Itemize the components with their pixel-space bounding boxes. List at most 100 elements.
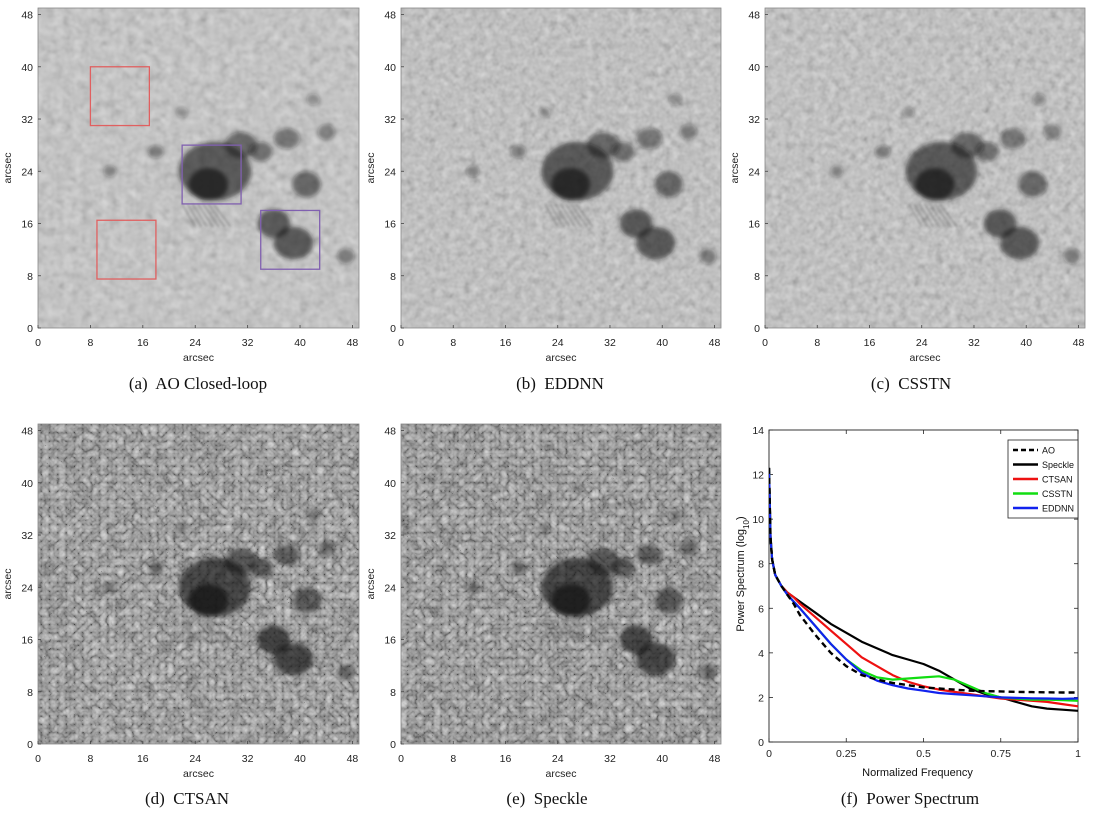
filament — [207, 619, 226, 644]
y-tick-label: 0 — [27, 739, 33, 751]
x-tick-label: 16 — [500, 337, 512, 349]
sunspot — [273, 642, 314, 676]
filament — [181, 619, 196, 644]
filament — [213, 203, 232, 228]
y-tick-label: 8 — [27, 271, 33, 283]
sunspot — [292, 587, 322, 614]
y-tick-label: 12 — [752, 470, 764, 482]
x-tick-label: 16 — [137, 753, 149, 765]
x-tick-label: 32 — [242, 753, 254, 765]
image-panel-e: 0 8 16 24 32 40 48 0 8 16 24 32 40 48 arcsec arcsec — [365, 423, 722, 780]
series-lines — [769, 467, 1078, 712]
panel-frame — [400, 7, 722, 329]
y-tick-label: 40 — [21, 62, 33, 74]
filament — [575, 203, 594, 228]
filament — [913, 203, 929, 228]
sunspot — [317, 540, 335, 556]
y-tick-label: 8 — [390, 687, 396, 699]
y-tick-label: 0 — [390, 739, 396, 751]
filament — [186, 619, 202, 644]
sunspot — [337, 248, 355, 264]
filament — [570, 619, 588, 644]
y-tick-label: 24 — [384, 166, 396, 178]
y-tick-label: 48 — [748, 10, 760, 22]
x-tick-label: 8 — [87, 337, 93, 349]
x-tick-label: 8 — [87, 753, 93, 765]
sunspot — [103, 165, 117, 178]
roi-box-red — [96, 219, 157, 280]
legend-label-eddnn: EDDNN — [1042, 504, 1074, 514]
y-axis-label: arcsec — [365, 569, 377, 600]
sunspot-group — [103, 93, 355, 264]
sunspot — [636, 226, 676, 260]
y-tick-label: 16 — [21, 219, 33, 231]
sunspot-group — [466, 509, 717, 680]
y-tick-label: 32 — [384, 530, 396, 542]
x-tick-label: 32 — [968, 337, 980, 349]
y-tick-label: 40 — [384, 62, 396, 74]
sunspot — [1063, 248, 1081, 264]
x-tick-label: 40 — [294, 337, 306, 349]
panel-frame — [37, 7, 360, 329]
sunspot — [679, 124, 697, 140]
y-axis-label: Power Spectrum (log10) — [735, 516, 751, 631]
image-panel-c: 0 8 16 24 32 40 48 0 8 16 24 32 40 48 arcsec arcsec — [729, 7, 1086, 364]
panel-frame — [37, 423, 360, 745]
x-axis-label: arcsec — [183, 768, 214, 780]
sunspot — [611, 557, 635, 578]
sunspot — [668, 93, 682, 106]
legend-label-speckle: Speckle — [1042, 460, 1074, 470]
x-tick-label: 0 — [35, 337, 41, 349]
y-tick-label: 10 — [752, 514, 764, 526]
y-tick-label: 40 — [384, 478, 396, 490]
sunspot — [1032, 93, 1046, 106]
legend-label-ctsan: CTSAN — [1042, 475, 1073, 485]
sunspot — [148, 561, 164, 575]
x-axis-label: arcsec — [183, 352, 214, 364]
series-line-ao — [769, 467, 1078, 694]
y-tick-label: 0 — [758, 737, 764, 749]
x-tick-label: 24 — [552, 753, 564, 765]
x-tick-label: 40 — [656, 753, 668, 765]
sunspot — [306, 93, 320, 106]
x-axis-label: arcsec — [546, 768, 577, 780]
sunspot — [668, 509, 682, 522]
sunspot — [317, 124, 335, 140]
x-tick-label: 0.5 — [916, 748, 931, 760]
y-axis-label: arcsec — [365, 153, 377, 184]
filament — [207, 203, 226, 228]
filament — [549, 203, 565, 228]
filament — [554, 619, 571, 644]
sunspot — [654, 587, 684, 614]
x-tick-label: 48 — [709, 753, 721, 765]
sunspot — [538, 523, 551, 534]
y-axis-label: arcsec — [729, 153, 741, 184]
x-tick-label: 32 — [604, 753, 616, 765]
sunspot — [337, 664, 355, 680]
filament — [559, 203, 576, 228]
filament — [559, 619, 576, 644]
sunspot — [699, 664, 717, 680]
y-tick-label: 14 — [752, 425, 764, 437]
y-tick-label: 8 — [390, 271, 396, 283]
sunspot — [306, 509, 320, 522]
filament — [213, 619, 232, 644]
x-tick-label: 1 — [1075, 748, 1081, 760]
sunspot — [699, 248, 717, 264]
image-panel-b: 0 8 16 24 32 40 48 0 8 16 24 32 40 48 arcsec arcsec — [365, 7, 722, 364]
filament — [197, 203, 214, 228]
y-tick-label: 48 — [384, 426, 396, 438]
sunspot — [1018, 171, 1048, 198]
x-tick-label: 48 — [1073, 337, 1085, 349]
penumbra-filaments — [544, 619, 594, 644]
sunspot — [636, 128, 663, 150]
sunspot — [915, 168, 955, 201]
x-tick-label: 48 — [347, 337, 359, 349]
sunspot — [248, 141, 273, 162]
filament — [202, 619, 220, 644]
y-tick-label: 16 — [384, 219, 396, 231]
filament — [554, 203, 571, 228]
caption-f: (f) Power Spectrum — [841, 789, 979, 808]
caption-d: (d) CTSAN — [145, 789, 229, 808]
